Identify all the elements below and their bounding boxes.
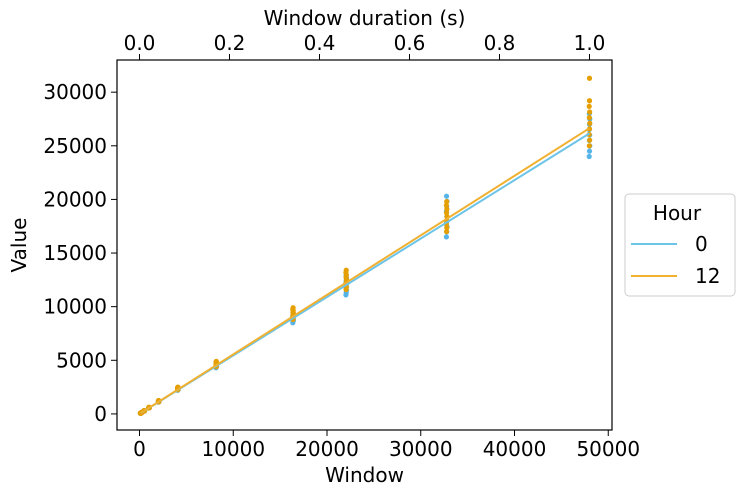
x-axis-label: Window — [325, 463, 404, 487]
top-x-tick-label: 0.2 — [214, 31, 246, 55]
data-point — [443, 193, 450, 199]
series-hour-12-points — [137, 75, 593, 416]
top-x-axis-label: Window duration (s) — [264, 6, 466, 30]
data-point — [586, 148, 593, 154]
legend: Hour 0 12 — [624, 193, 736, 297]
data-point — [587, 109, 593, 115]
y-tick-label: 20000 — [43, 187, 107, 211]
legend-label-hour-12: 12 — [695, 264, 720, 288]
y-tick-label: 0 — [94, 402, 107, 426]
y-tick-label: 15000 — [43, 241, 107, 265]
y-tick-label: 10000 — [43, 295, 107, 319]
top-x-tick-label: 0.6 — [394, 31, 426, 55]
x-tick-label: 20000 — [295, 437, 359, 461]
data-point — [343, 267, 349, 273]
plot-area — [137, 75, 593, 416]
axes: 0 10000 20000 30000 40000 50000 0 5000 10000 1500… — [43, 31, 640, 461]
data-point — [443, 234, 449, 240]
data-point — [443, 210, 450, 216]
outlier-point — [586, 75, 593, 81]
series-hour-0-points — [137, 111, 593, 416]
top-x-tick-label: 0.0 — [124, 31, 156, 55]
plot-frame — [116, 59, 613, 431]
x-tick-label: 40000 — [483, 437, 547, 461]
top-x-tick-label: 0.4 — [304, 31, 336, 55]
y-tick-label: 25000 — [43, 134, 107, 158]
data-point — [290, 305, 296, 311]
data-point — [586, 153, 592, 160]
y-axis-label: Value — [7, 218, 31, 273]
top-x-tick-label: 1.0 — [574, 31, 606, 55]
top-x-tick-label: 0.8 — [484, 31, 516, 55]
legend-label-hour-0: 0 — [695, 232, 708, 256]
data-point — [586, 143, 592, 149]
data-point — [587, 120, 593, 126]
fit-line-hour-12 — [140, 127, 591, 414]
data-point — [443, 202, 449, 208]
data-point — [213, 358, 219, 364]
data-point — [586, 115, 592, 121]
y-tick-label: 5000 — [56, 348, 107, 372]
x-tick-label: 50000 — [576, 437, 640, 461]
data-point — [586, 98, 593, 104]
x-tick-label: 0 — [133, 437, 146, 461]
data-point — [444, 198, 450, 205]
x-tick-label: 30000 — [389, 437, 453, 461]
y-tick-label: 30000 — [43, 80, 107, 104]
data-point — [443, 228, 450, 235]
legend-box — [624, 193, 736, 297]
data-point — [587, 137, 593, 143]
x-tick-label: 10000 — [201, 437, 265, 461]
legend-title: Hour — [653, 201, 702, 225]
data-point — [586, 103, 592, 109]
